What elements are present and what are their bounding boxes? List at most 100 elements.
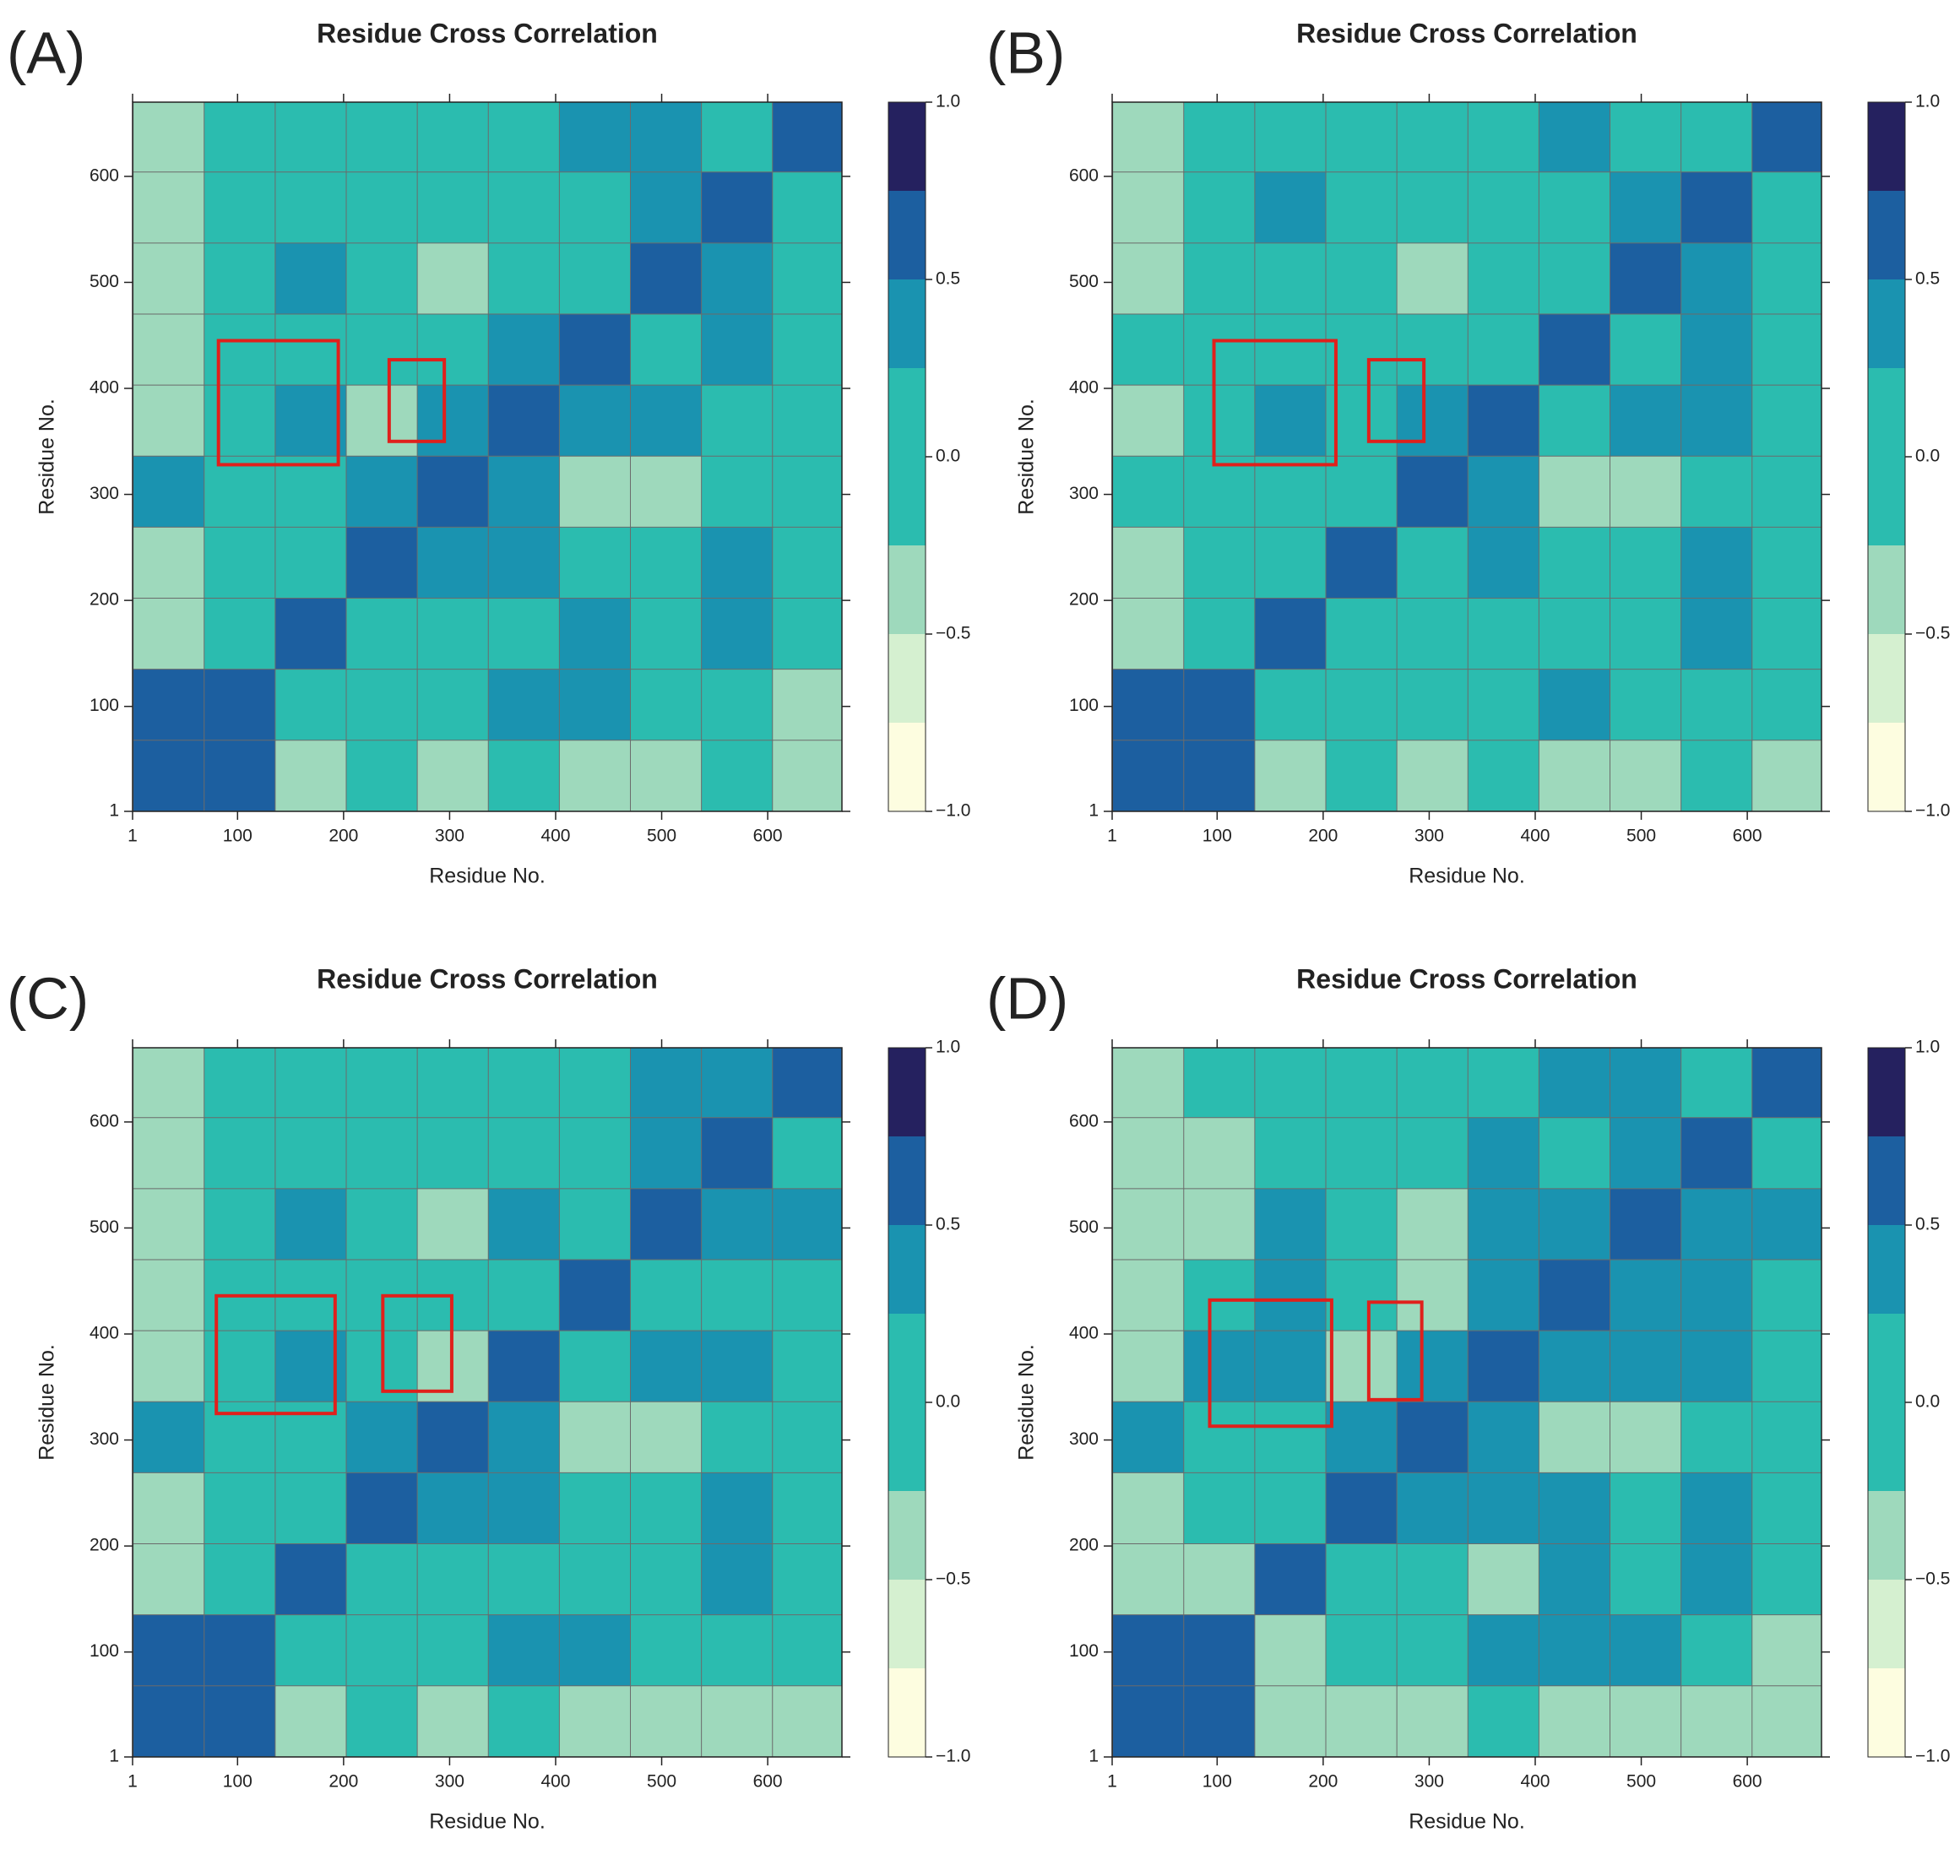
y-axis-label: Residue No. bbox=[35, 399, 59, 515]
cell bbox=[345, 102, 419, 173]
x-axis-label: Residue No. bbox=[1409, 865, 1525, 888]
colorbar-segment bbox=[888, 1668, 926, 1757]
cell bbox=[1467, 455, 1540, 528]
cell bbox=[345, 312, 419, 386]
cell bbox=[1751, 1330, 1822, 1402]
y-tick-label: 1 bbox=[1089, 801, 1099, 821]
cell bbox=[630, 384, 703, 457]
cell bbox=[274, 455, 348, 528]
cell bbox=[701, 1401, 774, 1473]
cell bbox=[558, 1613, 632, 1687]
cell bbox=[1680, 668, 1753, 741]
cell bbox=[1610, 1684, 1682, 1757]
colorbar-segment bbox=[888, 1314, 926, 1491]
cell bbox=[1325, 455, 1398, 528]
cell bbox=[133, 1330, 205, 1402]
cell bbox=[1538, 312, 1611, 386]
cell bbox=[1680, 1684, 1753, 1757]
cell bbox=[1183, 526, 1256, 599]
cell bbox=[204, 739, 276, 811]
x-tick-label: 1 bbox=[1107, 1772, 1117, 1792]
cell bbox=[1325, 1613, 1398, 1687]
colorbar-segment bbox=[888, 545, 926, 634]
colorbar-segment bbox=[1868, 1491, 1905, 1580]
cell bbox=[1680, 739, 1753, 811]
cell bbox=[1751, 1543, 1822, 1616]
colorbar-tick-label: 1.0 bbox=[936, 92, 960, 111]
cell bbox=[772, 1048, 842, 1119]
cell bbox=[1112, 1543, 1185, 1616]
x-tick-label: 500 bbox=[1626, 1772, 1656, 1792]
cell bbox=[1112, 1401, 1185, 1473]
cell bbox=[1610, 1116, 1682, 1190]
y-tick-label: 200 bbox=[1069, 590, 1099, 610]
cell bbox=[416, 1613, 490, 1687]
colorbar-tick-label: −1.0 bbox=[936, 801, 970, 821]
cell bbox=[487, 1401, 561, 1473]
cell bbox=[1254, 668, 1327, 741]
x-tick-label: 1 bbox=[1107, 827, 1117, 846]
cell bbox=[133, 1401, 205, 1473]
cell bbox=[345, 1613, 419, 1687]
cell bbox=[701, 1187, 774, 1261]
cell bbox=[772, 1613, 842, 1687]
cell bbox=[133, 739, 205, 811]
cell bbox=[1325, 1048, 1398, 1119]
colorbar-tick-label: 0.5 bbox=[936, 1215, 960, 1234]
cell bbox=[558, 1048, 632, 1119]
cell bbox=[772, 526, 842, 599]
cell bbox=[416, 1684, 490, 1757]
cell bbox=[1610, 102, 1682, 173]
cell bbox=[274, 1543, 348, 1616]
y-tick-label: 400 bbox=[90, 378, 119, 398]
cell bbox=[701, 455, 774, 528]
cell bbox=[1396, 1258, 1469, 1331]
cell bbox=[772, 1258, 842, 1331]
cell bbox=[1467, 241, 1540, 315]
heatmap bbox=[1112, 102, 1822, 811]
cell bbox=[1680, 312, 1753, 386]
cell bbox=[1112, 171, 1185, 244]
cell bbox=[1751, 668, 1822, 741]
cell bbox=[701, 1330, 774, 1402]
cell bbox=[1538, 1613, 1611, 1687]
cell bbox=[274, 1187, 348, 1261]
y-tick-label: 200 bbox=[90, 590, 119, 610]
cell bbox=[1396, 1543, 1469, 1616]
cell bbox=[630, 597, 703, 670]
cell bbox=[1751, 1116, 1822, 1190]
cell bbox=[1254, 241, 1327, 315]
cell bbox=[1610, 739, 1682, 811]
cell bbox=[1325, 1472, 1398, 1544]
cell bbox=[204, 455, 276, 528]
cell bbox=[274, 384, 348, 457]
cell bbox=[1467, 1258, 1540, 1331]
cell bbox=[630, 526, 703, 599]
heatmap bbox=[133, 102, 842, 811]
x-tick-label: 300 bbox=[1414, 1772, 1444, 1792]
cell bbox=[345, 1048, 419, 1119]
cell bbox=[1680, 1048, 1753, 1119]
cell bbox=[1183, 1613, 1256, 1687]
cell bbox=[204, 1472, 276, 1544]
colorbar-segment bbox=[888, 279, 926, 368]
cell bbox=[1396, 171, 1469, 244]
colorbar-segment bbox=[888, 634, 926, 723]
cell bbox=[1325, 739, 1398, 811]
cell bbox=[487, 455, 561, 528]
cell bbox=[558, 668, 632, 741]
cell bbox=[1112, 455, 1185, 528]
cell bbox=[345, 1116, 419, 1190]
cell bbox=[1610, 1472, 1682, 1544]
cell bbox=[1467, 668, 1540, 741]
cell bbox=[1610, 1048, 1682, 1119]
cell bbox=[1325, 1116, 1398, 1190]
cell bbox=[416, 597, 490, 670]
cell bbox=[1254, 384, 1327, 457]
cell bbox=[274, 597, 348, 670]
y-tick-label: 400 bbox=[1069, 1324, 1099, 1343]
colorbar-tick-label: 1.0 bbox=[1915, 1038, 1940, 1057]
cell bbox=[1467, 384, 1540, 457]
cell bbox=[701, 526, 774, 599]
colorbar-segment bbox=[1868, 1314, 1905, 1491]
